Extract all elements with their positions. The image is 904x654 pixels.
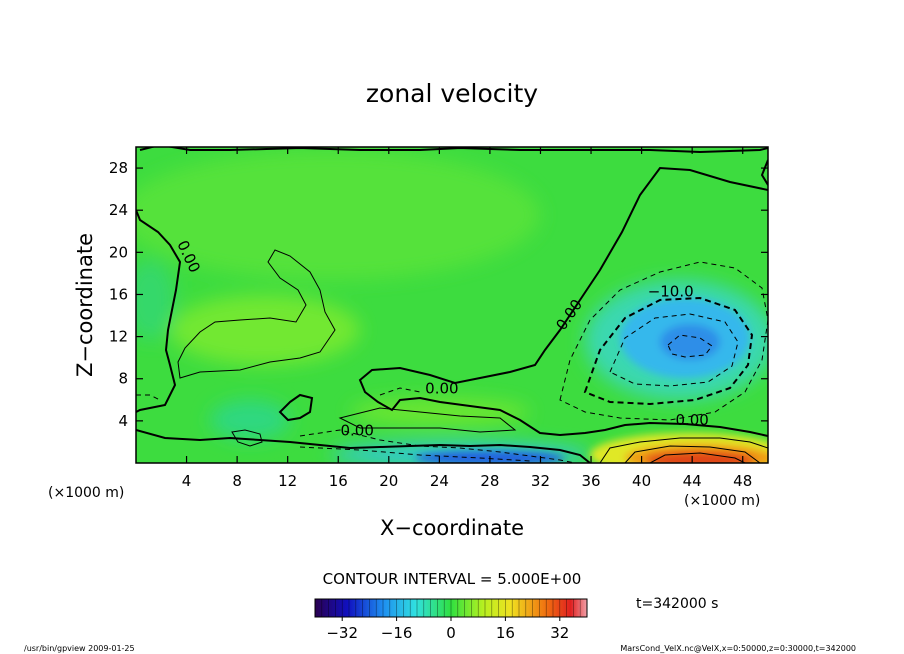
colorbar: −32 −16 0 16 32 <box>314 598 588 642</box>
x-tick-label: 40 <box>632 472 651 490</box>
footer-right: MarsCond_VelX.nc@VelX,x=0:50000,z=0:3000… <box>620 644 856 653</box>
y-tick-label: 28 <box>109 159 128 177</box>
negative-contour <box>559 261 768 421</box>
zero-contour <box>358 166 768 437</box>
y-axis-ticks: 4 8 12 16 20 24 28 <box>109 159 768 430</box>
weak-negative-region <box>136 260 175 340</box>
chart-title: zonal velocity <box>366 79 538 108</box>
x-tick-label: 48 <box>733 472 752 490</box>
positive-contour <box>338 407 517 433</box>
y-axis-title: Z−coordinate <box>73 233 97 377</box>
contour-interval-label: CONTOUR INTERVAL = 5.000E+00 <box>323 570 582 588</box>
x-tick-label: 12 <box>278 472 297 490</box>
x-tick-label: 20 <box>379 472 398 490</box>
colorbar-cells <box>321 599 581 617</box>
x-tick-label: 36 <box>581 472 600 490</box>
x-axis-ticks: 4 8 12 16 20 24 28 32 36 40 44 48 <box>182 147 752 490</box>
contour-label: −10.0 <box>648 283 694 301</box>
contour-lines <box>136 147 768 463</box>
x-tick-label: 8 <box>232 472 242 490</box>
weak-negative-region <box>210 400 290 440</box>
footer-left: /usr/bin/gpview 2009-01-25 <box>24 644 135 653</box>
y-tick-label: 24 <box>109 201 128 219</box>
plot-area: 0.000.00−10.00.000.000.00 <box>135 146 769 464</box>
positive-contour <box>649 452 746 463</box>
x-unit-label-right: (×1000 m) <box>684 493 760 509</box>
y-tick-label: 12 <box>109 328 128 346</box>
x-tick-label: 4 <box>182 472 192 490</box>
negative-jet-center <box>660 324 720 360</box>
field-shading: 0.000.00−10.00.000.000.00 <box>136 147 768 463</box>
negative-contour <box>299 429 576 463</box>
positive-jet-core <box>645 451 755 463</box>
contour-label: 0.00 <box>340 422 373 440</box>
upper-field-region <box>136 150 540 280</box>
zero-contour <box>136 429 591 463</box>
x-tick-label: 32 <box>531 472 550 490</box>
x-unit-label-left: (×1000 m) <box>48 485 124 501</box>
negative-contour <box>136 387 421 401</box>
colorbar-tick-label: −32 <box>326 624 358 642</box>
x-tick-label: 16 <box>329 472 348 490</box>
y-tick-label: 4 <box>118 412 128 430</box>
x-axis-title: X−coordinate <box>380 516 524 540</box>
positive-contour <box>624 445 761 463</box>
x-tick-label: 28 <box>480 472 499 490</box>
positive-contour <box>231 429 263 447</box>
positive-contour <box>177 249 336 379</box>
negative-contour <box>667 334 713 358</box>
y-tick-label: 20 <box>109 243 128 261</box>
y-tick-label: 16 <box>109 285 128 303</box>
colorbar-ticks: −32 −16 0 16 32 <box>326 617 569 642</box>
zero-contour <box>136 209 182 413</box>
zero-contour <box>278 393 314 422</box>
time-label: t=342000 s <box>636 596 718 612</box>
x-tick-label: 44 <box>683 472 702 490</box>
contour-label: 0.00 <box>425 379 458 397</box>
x-tick-label: 24 <box>430 472 449 490</box>
colorbar-tick-label: −16 <box>381 624 413 642</box>
colorbar-tick-label: 32 <box>550 624 569 642</box>
negative-contour <box>583 296 754 406</box>
positive-contour <box>599 437 768 463</box>
weak-positive-region <box>170 295 360 365</box>
negative-contour <box>609 313 739 387</box>
y-tick-label: 8 <box>118 370 128 388</box>
colorbar-tick-label: 0 <box>446 624 456 642</box>
plot-frame <box>135 146 769 464</box>
contour-label: 0.00 <box>675 411 708 429</box>
colorbar-tick-label: 16 <box>496 624 515 642</box>
